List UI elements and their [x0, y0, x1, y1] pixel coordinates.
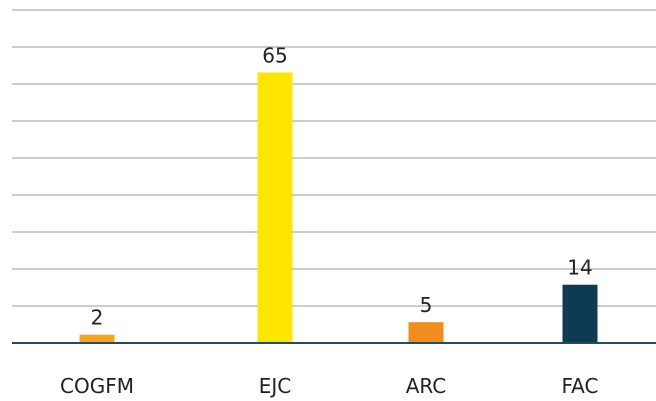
data-label-fac: 14 — [567, 256, 592, 280]
bar-cogfm — [79, 334, 115, 343]
bar-fac — [562, 284, 598, 343]
category-label-fac: FAC — [562, 374, 599, 398]
category-label-cogfm: COGFM — [60, 374, 134, 398]
category-label-arc: ARC — [406, 374, 447, 398]
data-label-arc: 5 — [420, 293, 433, 317]
bar-ejc — [257, 72, 293, 343]
bars — [79, 72, 598, 343]
category-label-ejc: EJC — [259, 374, 292, 398]
bar-arc — [408, 322, 444, 343]
data-labels: 2 65 5 14 — [91, 43, 593, 329]
gridlines — [12, 9, 656, 307]
data-label-ejc: 65 — [262, 43, 287, 67]
data-label-cogfm: 2 — [91, 306, 104, 330]
x-axis: COGFM EJC ARC FAC — [12, 342, 656, 398]
